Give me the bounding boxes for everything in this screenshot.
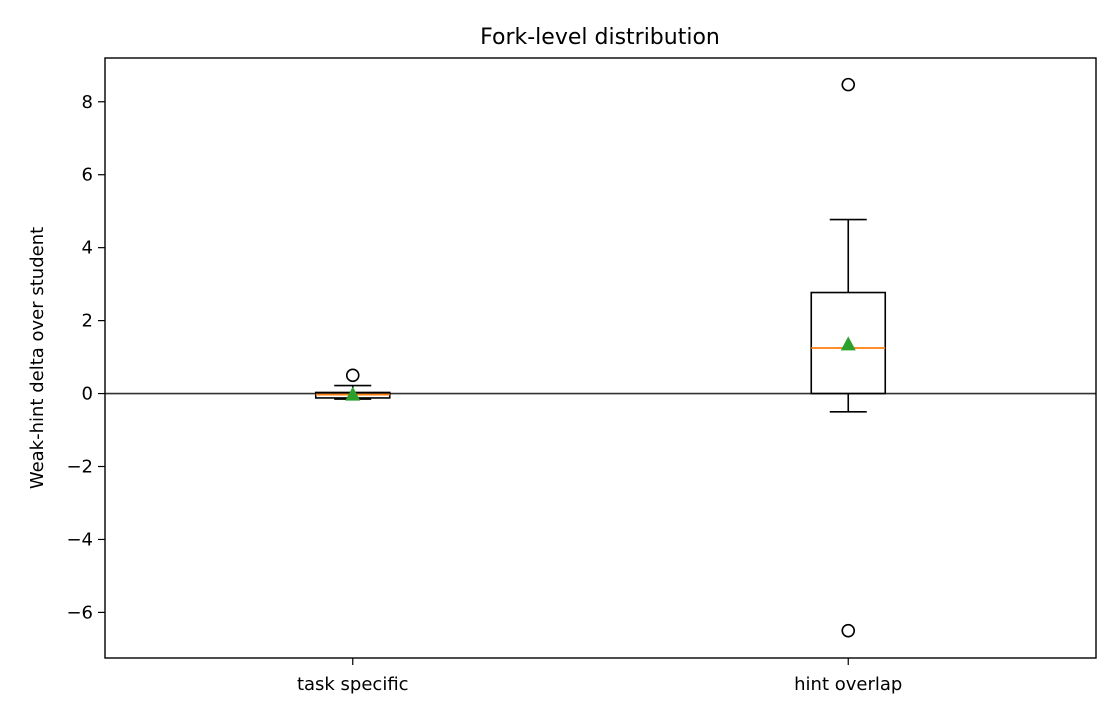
outlier-point xyxy=(841,77,856,92)
y-tick-label: 6 xyxy=(82,165,93,186)
y-tick-label: 8 xyxy=(82,92,93,113)
axes-frame xyxy=(104,57,1097,659)
x-tick-label: hint overlap xyxy=(794,674,902,695)
y-tick-label: 4 xyxy=(82,238,93,259)
chart-title: Fork-level distribution xyxy=(480,25,720,50)
y-tick-label: 0 xyxy=(82,384,93,405)
x-tick-label: task specific xyxy=(297,674,409,695)
y-tick-label: −6 xyxy=(66,602,93,623)
plot-area: −6 −4 −2 0 2 4 6 8 task specific hint overlap xyxy=(66,57,1097,695)
y-tick-label: −2 xyxy=(66,457,93,478)
iqr-box xyxy=(810,291,887,395)
mean-marker xyxy=(345,386,361,401)
y-tick-label: −4 xyxy=(66,529,93,550)
outlier-point xyxy=(841,623,856,638)
mean-marker xyxy=(840,336,856,351)
y-tick-label: 2 xyxy=(82,311,93,332)
outlier-point xyxy=(345,368,360,383)
y-axis-label: Weak-hint delta over student xyxy=(27,227,48,489)
